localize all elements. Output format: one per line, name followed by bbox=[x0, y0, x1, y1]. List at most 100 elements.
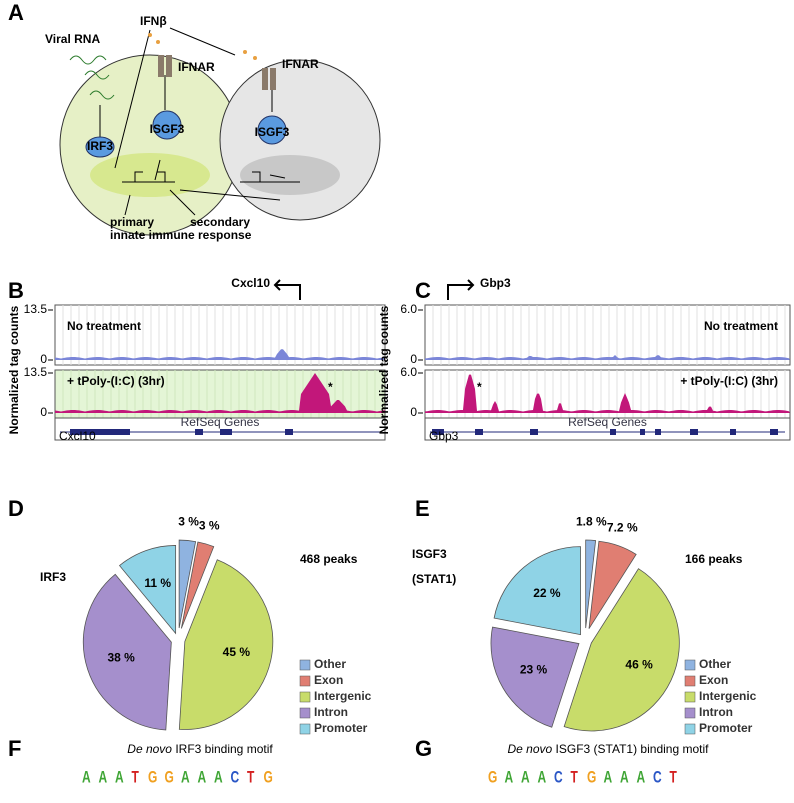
legend-swatch bbox=[299, 675, 311, 687]
panel-letter: B bbox=[8, 278, 24, 303]
legend-label: Promoter bbox=[314, 721, 368, 735]
star: * bbox=[328, 380, 333, 394]
motif-letter: C bbox=[653, 769, 662, 787]
track-label: No treatment bbox=[67, 319, 141, 333]
gene-row bbox=[424, 417, 791, 441]
refseq: RefSeq Genes bbox=[181, 415, 260, 429]
motif-letter: A bbox=[197, 769, 206, 787]
data-label: 22 % bbox=[533, 586, 561, 600]
signal bbox=[425, 355, 790, 360]
receptor bbox=[158, 55, 164, 77]
legend-swatch bbox=[684, 723, 696, 735]
legend-swatch bbox=[299, 691, 311, 703]
exon bbox=[475, 429, 483, 435]
legend-label: Other bbox=[314, 657, 346, 671]
y-tick-label: 0 bbox=[410, 405, 417, 419]
rna bbox=[69, 55, 115, 100]
motif-title: De novo IRF3 binding motif bbox=[127, 742, 273, 756]
legend-swatch bbox=[684, 707, 696, 719]
legend-swatch bbox=[684, 675, 696, 687]
legend-swatch bbox=[299, 659, 311, 671]
motif-letter: C bbox=[230, 769, 239, 787]
motif-letter: A bbox=[637, 769, 646, 787]
chart-subtitle: 468 peaks bbox=[300, 552, 358, 566]
receptor bbox=[270, 68, 276, 90]
legend-label: Promoter bbox=[699, 721, 753, 735]
label: ISGF3 bbox=[255, 125, 290, 139]
y-axis-label: Normalized tag counts bbox=[377, 305, 391, 434]
legend-label: Exon bbox=[699, 673, 728, 687]
motif-letter: T bbox=[670, 769, 678, 787]
signal bbox=[55, 373, 385, 413]
refseq: RefSeq Genes bbox=[568, 415, 647, 429]
track-bg bbox=[424, 304, 791, 366]
exon bbox=[285, 429, 293, 435]
protein bbox=[257, 115, 287, 145]
motif-letter: A bbox=[82, 769, 91, 787]
label: IFNβ bbox=[140, 14, 167, 28]
dot bbox=[148, 33, 152, 37]
motif-letter: A bbox=[98, 769, 107, 787]
track-label: No treatment bbox=[704, 319, 778, 333]
legend-label: Intron bbox=[699, 705, 733, 719]
legend-swatch bbox=[684, 659, 696, 671]
panel-letter: E bbox=[415, 496, 430, 521]
motif-letter: A bbox=[604, 769, 613, 787]
label: secondary bbox=[190, 215, 250, 229]
motif-letter: A bbox=[504, 769, 513, 787]
motif-letter: A bbox=[115, 769, 124, 787]
motif-letter: T bbox=[132, 769, 140, 787]
panel-letter: D bbox=[8, 496, 24, 521]
motif-letter: A bbox=[214, 769, 223, 787]
tss-arrow bbox=[447, 279, 475, 300]
exon bbox=[655, 429, 661, 435]
tss-arrow bbox=[273, 279, 301, 300]
y-tick-label: 13.5 bbox=[24, 365, 48, 379]
label: innate immune response bbox=[110, 228, 252, 242]
title-italic: De novo bbox=[127, 742, 172, 756]
star: * bbox=[477, 380, 482, 394]
pie-slice bbox=[82, 573, 172, 731]
pie-slice bbox=[563, 568, 680, 732]
data-label: 11 % bbox=[144, 576, 171, 590]
nucleus bbox=[240, 155, 340, 195]
motif-letter: G bbox=[264, 769, 273, 787]
data-label: 45 % bbox=[223, 645, 251, 659]
pie-slice bbox=[178, 539, 197, 629]
gene-label: Gbp3 bbox=[480, 276, 511, 290]
title-italic: De novo bbox=[508, 742, 553, 756]
motif-letter: G bbox=[165, 769, 174, 787]
y-tick-label: 6.0 bbox=[400, 365, 417, 379]
label: IFNAR bbox=[282, 57, 319, 71]
gene-small: Cxcl10 bbox=[59, 429, 96, 443]
label: Viral RNA bbox=[45, 32, 100, 46]
motif-letter: G bbox=[488, 769, 497, 787]
data-label: 23 % bbox=[520, 663, 548, 677]
y-tick-label: 6.0 bbox=[400, 302, 417, 316]
title: IRF3 binding motif bbox=[172, 742, 273, 756]
legend-label: Intergenic bbox=[699, 689, 757, 703]
legend-label: Exon bbox=[314, 673, 343, 687]
exon bbox=[530, 429, 538, 435]
label: IRF3 bbox=[87, 139, 113, 153]
y-tick-label: 0 bbox=[40, 405, 47, 419]
motif-letter: A bbox=[538, 769, 547, 787]
signal bbox=[55, 349, 385, 360]
pie-slice bbox=[588, 540, 637, 629]
exon bbox=[610, 429, 616, 435]
exon bbox=[690, 429, 698, 435]
exon bbox=[432, 429, 444, 435]
motif-letter: T bbox=[247, 769, 255, 787]
label: primary bbox=[110, 215, 154, 229]
panel-letter: C bbox=[415, 278, 431, 303]
nucleus bbox=[90, 153, 210, 197]
chart-title: ISGF3 bbox=[412, 547, 447, 561]
motif-letter: A bbox=[521, 769, 530, 787]
exon bbox=[640, 429, 645, 435]
legend-label: Intron bbox=[314, 705, 348, 719]
receptor bbox=[166, 55, 172, 77]
protein bbox=[85, 136, 115, 158]
pie-slice bbox=[178, 559, 274, 730]
gene-small: Gbp3 bbox=[429, 429, 459, 443]
